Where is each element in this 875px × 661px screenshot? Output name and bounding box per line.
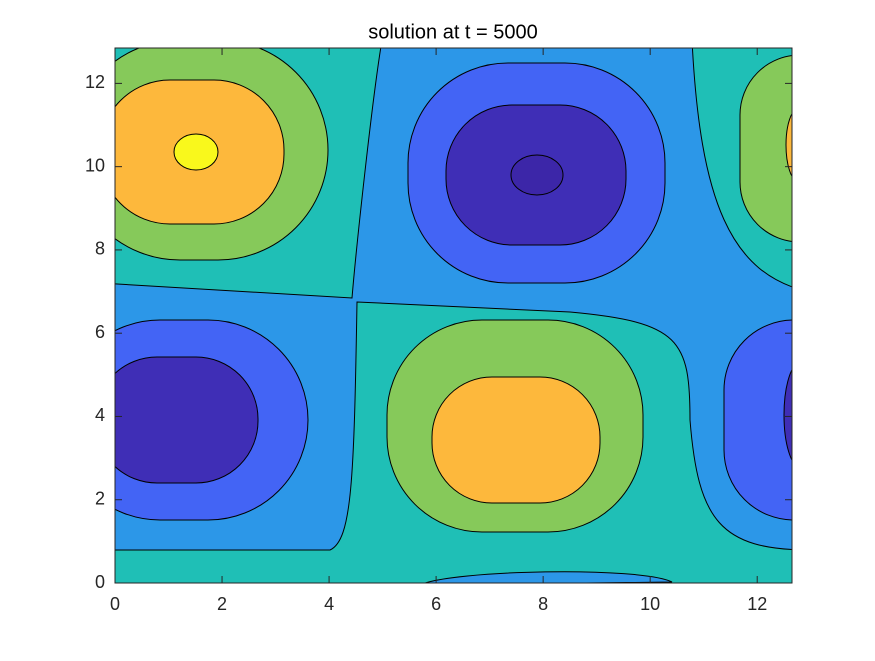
level-region — [510, 154, 564, 196]
x-tick-label: 10 — [640, 594, 660, 614]
y-tick-label: 8 — [95, 239, 105, 259]
level-region — [423, 571, 673, 583]
level-region — [785, 112, 792, 178]
level-region — [173, 133, 219, 171]
x-tick-label: 8 — [538, 594, 548, 614]
y-tick-label: 6 — [95, 322, 105, 342]
y-tick-label: 12 — [85, 72, 105, 92]
x-tick-label: 2 — [217, 594, 227, 614]
y-tick-label: 10 — [85, 155, 105, 175]
chart-title: solution at t = 5000 — [368, 21, 538, 43]
x-tick-label: 4 — [324, 594, 334, 614]
x-tick-label: 6 — [431, 594, 441, 614]
x-tick-label: 12 — [747, 594, 767, 614]
axes-box — [114, 47, 793, 584]
level-region — [431, 376, 601, 504]
level-region — [115, 356, 259, 484]
contour-fill — [115, 48, 792, 583]
level-region — [723, 319, 792, 521]
level-region — [739, 55, 792, 242]
y-tick-label: 0 — [95, 572, 105, 592]
level-region — [783, 368, 792, 462]
y-tick-label: 4 — [95, 405, 105, 425]
y-tick-label: 2 — [95, 488, 105, 508]
x-tick-label: 0 — [110, 594, 120, 614]
